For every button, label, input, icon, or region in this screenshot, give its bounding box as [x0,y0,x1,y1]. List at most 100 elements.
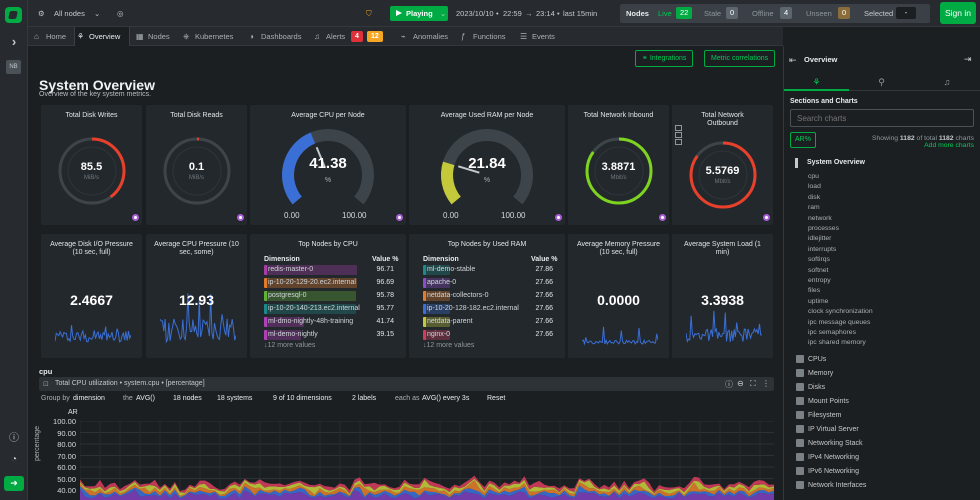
live-count[interactable]: 22 [676,7,693,19]
playing-button[interactable]: Playing [390,6,448,21]
table-row[interactable]: ip-10-20-129-20.ec2.internal 96.69 [264,278,394,288]
chart-header[interactable]: ⊡ Total CPU utilization • system.cpu • [… [39,377,774,391]
table-row[interactable]: netdata-parent 27.66 [423,317,553,327]
alerts-warning-badge[interactable]: 12 [367,31,383,42]
fullscreen-icon[interactable]: ⛶ [750,379,756,388]
top-nodes-ram-card[interactable]: Top Nodes by Used RAM Dimension Value % … [409,234,565,358]
toc-item[interactable]: interrupts [808,245,837,253]
spark-card[interactable]: Average Memory Pressure (10 sec, full) 0… [568,234,669,358]
gauge-card[interactable]: Average CPU per Node 41.38 % 0.00 100.00 [250,105,406,225]
live-label[interactable]: Live [658,9,672,18]
table-row[interactable]: ip-10-20-128-182.ec2.internal 27.66 [423,304,553,314]
table-row[interactable]: ml-demo-stable 27.86 [423,265,553,275]
gauge-card[interactable]: Average Used RAM per Node 21.84 % 0.00 1… [409,105,565,225]
gauge-card[interactable]: Total Network Outbound 5.5769 Mbit/s [672,105,773,225]
toc-item[interactable]: processes [808,225,839,232]
chart-type-icon[interactable] [237,214,244,221]
stale-label[interactable]: Stale [704,9,722,18]
toc-item[interactable]: softirqs [808,256,830,264]
toc-item[interactable]: network [808,214,832,222]
gauge-card[interactable]: Total Disk Reads 0.1 MiB/s [146,105,247,225]
chart-type-icon[interactable] [555,214,562,221]
settings-icon[interactable]: ◎ [117,9,124,18]
toc-item[interactable]: load [808,183,821,191]
aggregation-select[interactable]: AVG() [136,395,155,402]
toc-item[interactable]: entropy [808,277,831,284]
toc-item[interactable]: disk [808,193,821,201]
toc-item[interactable]: ipc message queues [808,318,871,326]
toc-section[interactable]: Filesystem [808,412,842,419]
date-label[interactable]: 2023/10/10 [456,9,494,18]
time-to[interactable]: 23:14 [536,9,555,18]
toc-section[interactable]: Memory [808,370,834,377]
search-charts-input[interactable] [790,109,974,127]
menu-icon[interactable]: ⋮ [762,379,770,388]
labels-filter[interactable]: 2 labels [352,395,377,402]
tab-functions[interactable]: ƒ Functions [459,27,506,46]
table-row[interactable]: redis-master-0 96.71 [264,265,394,275]
expand-chevron-icon[interactable]: › [11,34,17,49]
top-nodes-cpu-card[interactable]: Top Nodes by CPU Dimension Value % redis… [250,234,406,358]
close-panel-icon[interactable]: ⇥ [964,54,972,64]
filter-icon[interactable]: ⚙ [38,9,45,18]
group-by-select[interactable]: dimension [73,395,105,402]
chart-type-icon[interactable] [659,214,666,221]
toc-item[interactable]: softnet [808,266,829,274]
sign-in-button[interactable]: Sign in [940,2,976,24]
spark-card[interactable]: Average System Load (1 min) 3.3938 [672,234,773,358]
more-values-link[interactable]: ↓12 more values [264,342,316,349]
time-range[interactable]: last 15min [563,9,598,18]
sign-in-rail-icon[interactable]: ➜ [4,476,24,491]
table-row[interactable]: apache-0 27.66 [423,278,553,288]
tab-kubernetes[interactable]: ⎈ Kubernetes [181,27,233,46]
tab-dashboards[interactable]: ◑ Dashboards [247,27,301,46]
toc-section[interactable]: IPv6 Networking [808,468,859,475]
dimensions-filter[interactable]: 9 of 10 dimensions [273,395,332,402]
tab-nodes[interactable]: ▦ Nodes [134,27,170,46]
toc-item[interactable]: ram [808,204,820,212]
offline-count[interactable]: 4 [780,7,793,19]
systems-filter[interactable]: 18 systems [217,395,253,402]
filter-tab-icon[interactable]: ⚲ [878,77,885,87]
toc-active-section[interactable]: System Overview [807,159,865,166]
toc-section[interactable]: IP Virtual Server [808,426,859,433]
ar-toggle-button[interactable]: AR% [790,132,816,148]
card-toolbox-icon[interactable] [675,125,682,153]
toc-item[interactable]: ipc shared memory [808,339,866,347]
unseen-count[interactable]: 0 [838,7,851,19]
alerts-critical-badge[interactable]: 4 [351,31,363,42]
time-aggregation-select[interactable]: AVG() every 3s [422,395,470,402]
toc-item[interactable]: ipc semaphores [808,329,856,336]
shield-icon[interactable]: ⛉ [366,9,372,18]
toc-section[interactable]: IPv4 Networking [808,454,859,461]
selected-count[interactable]: - [896,7,916,19]
offline-label[interactable]: Offline [752,9,774,18]
scope-select[interactable]: All nodes [54,9,85,18]
time-from[interactable]: 22:59 [503,9,522,18]
toc-section[interactable]: Mount Points [808,398,849,405]
cpu-stacked-area-chart[interactable] [80,421,774,500]
toc-section[interactable]: Networking Stack [808,440,863,447]
table-row[interactable]: postgresql-0 95.78 [264,291,394,301]
toc-item[interactable]: uptime [808,297,829,305]
help-icon[interactable]: ⓘ [9,433,19,444]
info-icon[interactable]: ⓘ [725,380,733,389]
add-more-charts-link[interactable]: Add more charts [924,142,974,149]
chart-type-icon[interactable] [132,214,139,221]
table-row[interactable]: netdata-collectors-0 27.66 [423,291,553,301]
table-row[interactable]: ip-10-20-140-213.ec2.internal 95.77 [264,304,394,314]
gauge-card[interactable]: Total Network Inbound 3.8871 Mbit/s [568,105,669,225]
space-badge[interactable]: NB [6,60,21,74]
chevron-down-icon[interactable]: ⌄ [94,9,101,18]
toc-item[interactable]: files [808,287,821,295]
notifications-icon[interactable]: ◔ [10,454,18,465]
netdata-logo-icon[interactable] [5,7,22,23]
zoom-icon[interactable]: ⊖ [737,379,744,388]
tab-alerts[interactable]: ♫ Alerts [312,27,345,46]
tab-home[interactable]: ⌂ Home [32,27,66,46]
tab-anomalies[interactable]: ⌁ Anomalies [399,27,448,46]
spark-card[interactable]: Average CPU Pressure (10 sec, some) 12.9… [146,234,247,358]
unseen-label[interactable]: Unseen [806,9,832,18]
toc-section[interactable]: CPUs [808,356,827,363]
stale-count[interactable]: 0 [726,7,739,19]
